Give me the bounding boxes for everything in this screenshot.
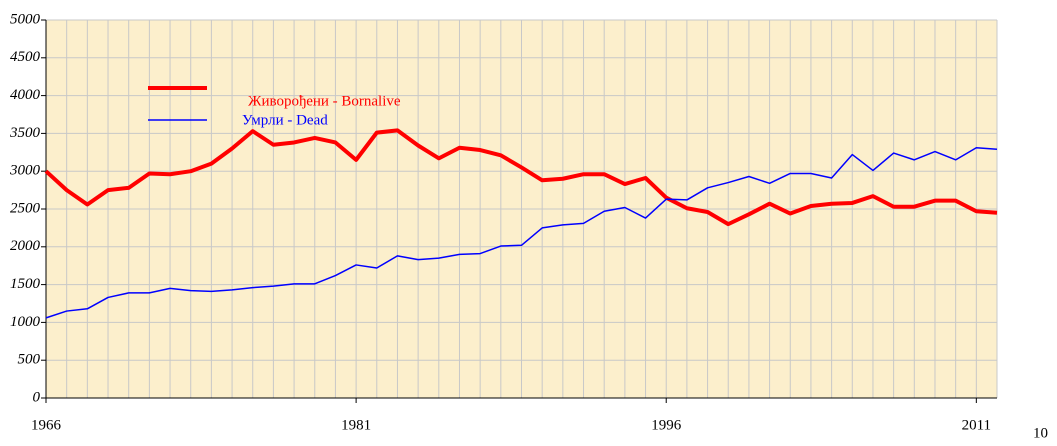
y-tick-label: 2000	[10, 238, 41, 254]
x-tick-label: 2011	[962, 417, 991, 433]
y-tick-label: 3000	[9, 163, 41, 179]
y-tick-label: 500	[18, 352, 41, 368]
page-number: 10	[1033, 425, 1048, 441]
y-tick-label: 5000	[10, 11, 41, 27]
legend-label: Живорођени - Bornalive	[248, 93, 401, 109]
y-tick-label: 4500	[10, 49, 41, 65]
y-tick-label: 0	[33, 389, 41, 405]
y-tick-label: 1000	[10, 314, 41, 330]
series-line	[45, 147, 998, 319]
x-tick-label: 1981	[341, 417, 371, 433]
y-tick-label: 1500	[10, 276, 41, 292]
y-tick-label: 2500	[10, 200, 41, 216]
series-line	[44, 128, 998, 227]
legend-label: Умрли - Dead	[242, 112, 328, 128]
x-tick-label: 1996	[651, 417, 682, 433]
x-tick-label: 1966	[31, 417, 62, 433]
y-tick-label: 4000	[10, 87, 41, 103]
y-tick-label: 3500	[9, 125, 41, 141]
